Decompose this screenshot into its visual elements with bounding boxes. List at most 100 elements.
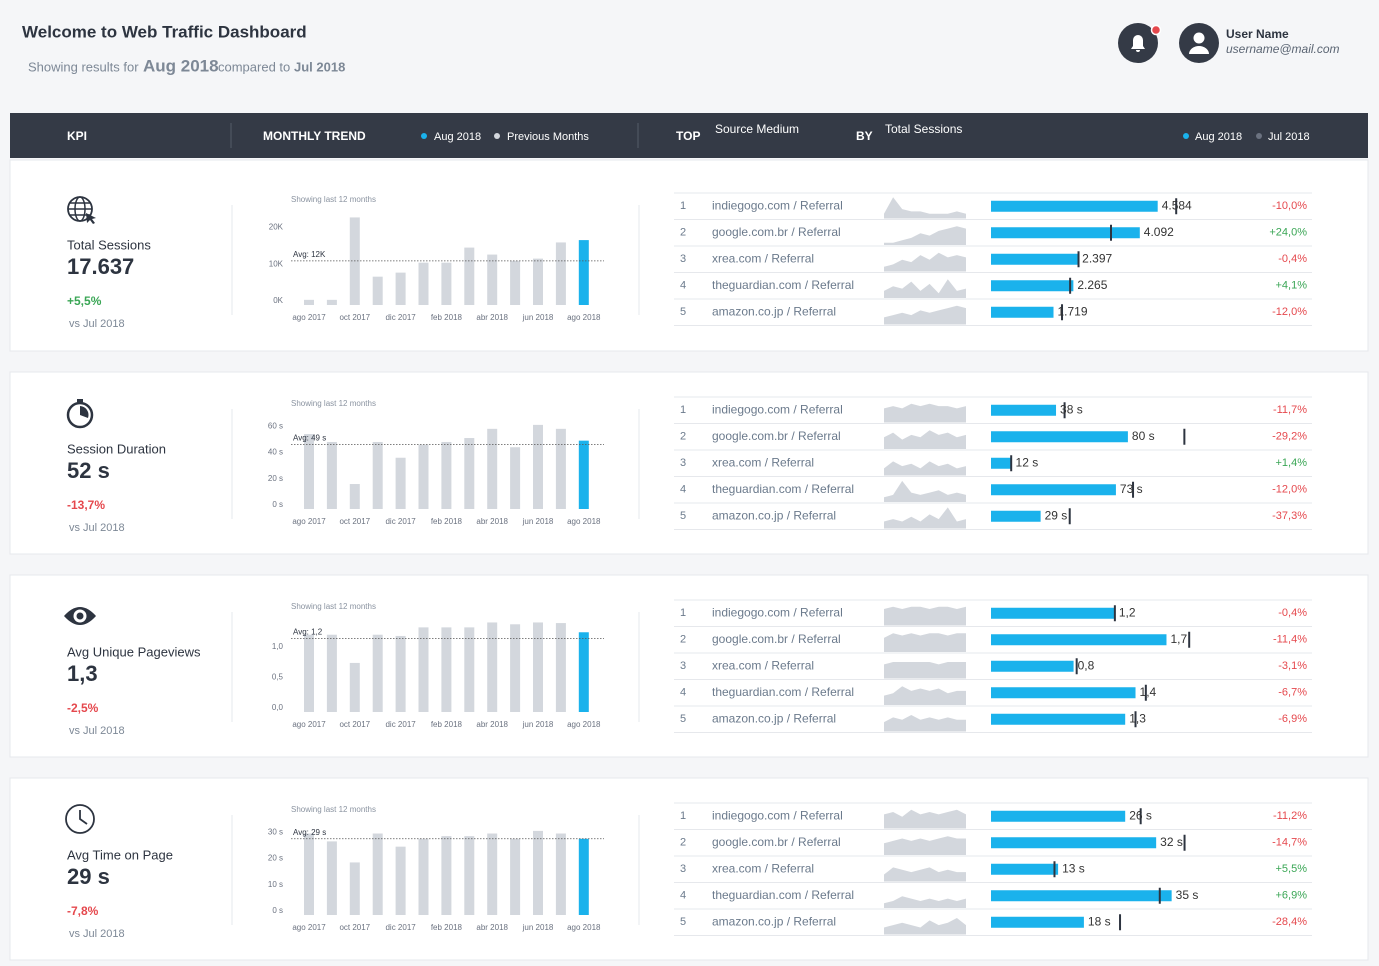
card-background (9, 159, 1369, 352)
trend-bar (533, 830, 543, 915)
trend-bar (372, 441, 383, 509)
value-bar (991, 837, 1157, 849)
rank: 4 (680, 484, 686, 496)
change-label: -11,2% (1273, 810, 1307, 822)
dimension-select[interactable]: Source Medium (715, 122, 799, 136)
user-name[interactable]: User Name (1226, 27, 1289, 41)
trend-bar (418, 838, 429, 915)
rank: 4 (680, 280, 686, 292)
y-tick-label: 40 s (268, 448, 283, 457)
trend-bar (304, 833, 314, 915)
x-tick-label: feb 2018 (431, 313, 463, 322)
kpi-change: -7,8% (67, 904, 99, 918)
change-label: -11,4% (1273, 634, 1307, 646)
change-label: -28,4% (1272, 916, 1307, 928)
card-background (9, 574, 1369, 758)
trend-bar (418, 262, 429, 305)
x-tick-label: feb 2018 (431, 923, 463, 932)
trend-bar (487, 428, 498, 509)
value-bar (991, 863, 1059, 875)
rank: 3 (680, 863, 686, 875)
value-label: 35 s (1176, 888, 1199, 902)
icon-shape (76, 612, 84, 620)
x-tick-label: oct 2017 (339, 517, 370, 526)
x-tick-label: ago 2017 (292, 313, 326, 322)
rank: 4 (680, 890, 686, 902)
value-label: 4.584 (1162, 198, 1192, 212)
value-bar (991, 306, 1054, 318)
current-period: Aug 2018 (143, 56, 219, 75)
trend-bar (441, 262, 452, 305)
change-label: -14,7% (1272, 837, 1307, 849)
change-label: -0,4% (1278, 607, 1307, 619)
source-name: google.com.br / Referral (712, 429, 841, 443)
sparkline-area (884, 430, 966, 449)
x-tick-label: ago 2018 (567, 313, 601, 322)
sparkline-area (884, 662, 966, 679)
source-name: google.com.br / Referral (712, 632, 841, 646)
trend-bar (533, 424, 543, 509)
trend-bar (326, 441, 337, 509)
value-bar (991, 227, 1140, 239)
y-tick-label: 60 s (268, 421, 283, 430)
notifications-button[interactable] (1118, 23, 1162, 63)
header-bar (10, 113, 1368, 158)
x-tick-label: dic 2017 (385, 313, 416, 322)
source-name: amazon.co.jp / Referral (712, 914, 836, 928)
average-label: Avg: 12K (293, 250, 326, 259)
column-label: BY (856, 129, 873, 143)
trend-bar (578, 440, 589, 509)
rank: 5 (680, 306, 686, 318)
subtitle-text: Showing results for (28, 59, 139, 74)
change-label: -6,7% (1278, 687, 1307, 699)
trend-bar (510, 838, 521, 915)
source-name: indiegogo.com / Referral (712, 198, 843, 212)
rank: 5 (680, 916, 686, 928)
rank: 2 (680, 837, 686, 849)
trend-bar (395, 272, 406, 305)
chart-note: Showing last 12 months (291, 805, 376, 814)
kpi-value: 52 s (67, 458, 110, 483)
y-tick-label: 20 s (268, 854, 283, 863)
y-tick-label: 20 s (268, 474, 283, 483)
change-label: +1,4% (1276, 457, 1308, 469)
source-name: theguardian.com / Referral (712, 888, 854, 902)
source-name: theguardian.com / Referral (712, 278, 854, 292)
trend-bar (487, 254, 498, 305)
y-tick-label: 20K (269, 223, 284, 232)
legend-dot (1183, 133, 1189, 139)
kpi-card: Avg Time on Page 29 s -7,8% vs Jul 2018 Show… (9, 777, 1369, 961)
sparkline-area (884, 809, 966, 829)
sparkline-area (884, 836, 966, 855)
average-label: Avg: 29 s (293, 828, 326, 837)
sparkline-area (884, 896, 966, 908)
user-menu[interactable]: User Name username@mail.com (1179, 23, 1340, 63)
kpi-card: Total Sessions 17.637 +5,5% vs Jul 2018 Show… (9, 159, 1369, 352)
legend-label: Jul 2018 (1268, 131, 1310, 143)
kpi-icon (66, 399, 94, 429)
trend-bar (555, 623, 566, 712)
change-label: +5,5% (1276, 863, 1308, 875)
x-tick-label: jun 2018 (522, 517, 554, 526)
rank: 4 (680, 687, 686, 699)
trend-bar (487, 622, 498, 712)
trend-bar (464, 836, 475, 915)
x-tick-label: ago 2018 (567, 517, 601, 526)
x-tick-label: dic 2017 (385, 720, 416, 729)
trend-bar (578, 240, 589, 305)
trend-bar (464, 627, 475, 712)
x-tick-label: ago 2017 (292, 923, 326, 932)
value-label: 26 s (1129, 808, 1152, 822)
value-bar (991, 253, 1079, 265)
trend-bar (326, 299, 337, 305)
x-tick-label: jun 2018 (522, 720, 554, 729)
change-label: -12,0% (1272, 484, 1307, 496)
x-tick-label: feb 2018 (431, 720, 463, 729)
kpi-change: -13,7% (67, 498, 105, 512)
metric-select[interactable]: Total Sessions (885, 122, 962, 136)
kpi-change: +5,5% (67, 294, 102, 308)
trend-bar (555, 428, 566, 509)
average-label: Avg: 49 s (293, 434, 326, 443)
icon-shape (86, 213, 96, 224)
